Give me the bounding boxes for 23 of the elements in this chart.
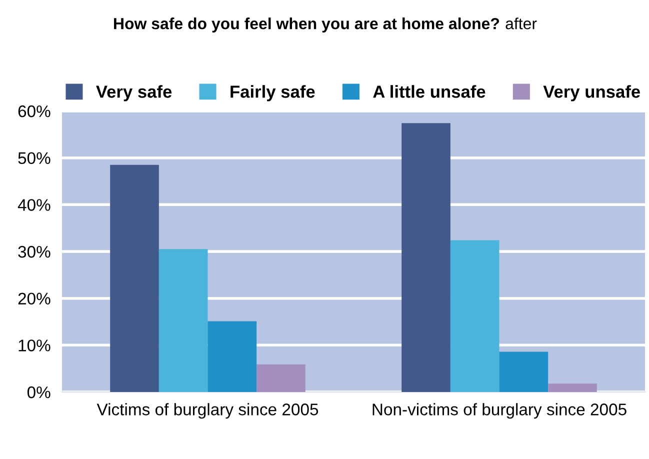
y-tick-label: 40% <box>18 199 50 211</box>
x-tick-label: Non-victims of burglary since 2005 <box>372 403 626 419</box>
y-tick-label: 50% <box>18 152 50 164</box>
bar <box>499 352 548 392</box>
legend-label: Very safe <box>96 85 172 102</box>
y-tick-label: 0% <box>27 386 50 398</box>
bar <box>450 240 500 392</box>
bar <box>548 384 597 392</box>
bar <box>158 249 208 392</box>
legend-label: Very unsafe <box>543 85 640 102</box>
legend-label: A little unsafe <box>373 85 486 98</box>
bar <box>208 321 257 392</box>
x-tick-label: Victims of burglary since 2005 <box>96 403 318 419</box>
bar <box>256 364 306 392</box>
y-tick-label: 30% <box>18 246 50 258</box>
bar <box>110 164 159 392</box>
y-tick-label: 10% <box>18 340 50 352</box>
chart-title: How safe do you feel when you are at home alone? <box>114 18 500 32</box>
chart-subtitle: after <box>506 18 537 30</box>
y-tick-label: 20% <box>18 292 50 305</box>
bar <box>402 123 450 392</box>
legend-label: Fairly safe <box>230 85 315 102</box>
y-tick-label: 60% <box>18 105 50 118</box>
